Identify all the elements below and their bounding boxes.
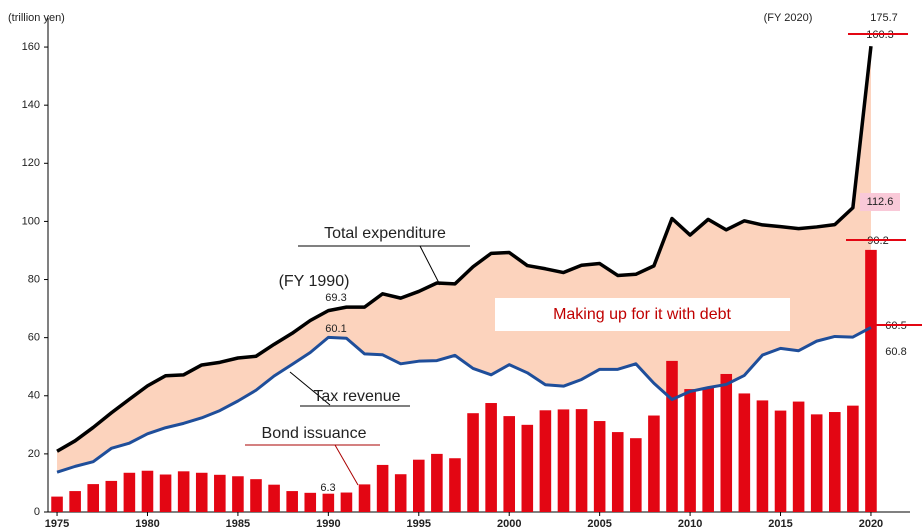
bar <box>467 413 479 512</box>
bar <box>358 484 371 512</box>
leader-line <box>419 245 441 286</box>
bar <box>810 414 823 512</box>
series-label: Tax revenue <box>313 388 400 405</box>
annotation: (FY 1990) <box>279 273 350 290</box>
bar <box>340 492 353 512</box>
bar <box>521 424 534 512</box>
bar <box>738 393 751 512</box>
leader-line <box>334 444 359 486</box>
series-label: Bond issuance <box>262 425 367 442</box>
y-tick-label: 60 <box>28 332 40 344</box>
y-tick-label: 100 <box>22 215 40 227</box>
gap-label-box <box>495 298 790 331</box>
x-tick-label: 2005 <box>587 518 611 530</box>
annotation: 60.8 <box>885 346 906 358</box>
bar <box>159 474 172 512</box>
bar <box>123 472 136 512</box>
series-label: Total expenditure <box>324 225 446 242</box>
x-tick-label: 2000 <box>497 518 521 530</box>
bar <box>575 409 588 512</box>
gap-label: Making up for it with debt <box>553 306 731 323</box>
bar <box>792 401 805 512</box>
bar <box>232 476 244 512</box>
annotation-bg <box>860 193 900 211</box>
bar <box>141 470 154 512</box>
bar <box>648 415 660 512</box>
annotation: 112.6 <box>867 196 894 208</box>
y-tick-label: 0 <box>34 506 40 518</box>
bar <box>195 472 208 512</box>
bar <box>666 360 678 512</box>
bar <box>268 484 280 512</box>
annotation: (FY 2020) <box>764 12 813 24</box>
x-tick-label: 2020 <box>859 518 883 530</box>
x-tick-label: 2015 <box>768 518 792 530</box>
bar <box>51 496 63 512</box>
y-tick-label: 120 <box>22 157 40 169</box>
bar <box>485 403 497 512</box>
bar <box>684 389 696 512</box>
bar <box>322 493 335 512</box>
annotation: 69.3 <box>325 292 346 304</box>
bar <box>593 421 606 512</box>
bar <box>611 432 624 512</box>
bar <box>69 491 81 512</box>
y-tick-label: 40 <box>28 390 40 402</box>
bar <box>412 459 425 512</box>
bar <box>828 412 841 512</box>
bar <box>539 410 552 512</box>
bar <box>503 416 516 512</box>
x-tick-label: 1990 <box>316 518 340 530</box>
bar <box>250 479 262 512</box>
x-tick-label: 2010 <box>678 518 702 530</box>
bar <box>431 453 443 512</box>
bar <box>865 249 877 512</box>
bar <box>702 387 714 512</box>
bar <box>449 458 461 512</box>
bar <box>177 471 190 512</box>
bar <box>286 491 298 512</box>
annotation: 6.3 <box>320 482 335 494</box>
line <box>56 326 872 474</box>
annotation: 175.7 <box>870 12 898 24</box>
x-tick-label: 1995 <box>407 518 431 530</box>
y-tick-label: 80 <box>28 273 40 285</box>
x-tick-label: 1980 <box>135 518 159 530</box>
bar <box>774 410 787 512</box>
y-tick-label: 140 <box>22 99 40 111</box>
y-unit: (trillion yen) <box>8 12 65 24</box>
bar <box>87 484 100 512</box>
bar <box>630 438 642 512</box>
bar <box>376 464 389 512</box>
y-tick-label: 20 <box>28 448 40 460</box>
bar <box>756 400 769 512</box>
y-tick-label: 160 <box>22 41 40 53</box>
x-tick-label: 1985 <box>226 518 250 530</box>
bar <box>304 492 317 512</box>
bar <box>720 373 733 512</box>
line <box>56 45 873 453</box>
annotation: 60.1 <box>325 323 346 335</box>
bar <box>105 480 118 512</box>
leader-line <box>289 371 331 406</box>
bar <box>214 474 226 512</box>
bar <box>847 405 859 512</box>
bar <box>557 409 570 512</box>
bar <box>394 474 407 512</box>
x-tick-label: 1975 <box>45 518 69 530</box>
